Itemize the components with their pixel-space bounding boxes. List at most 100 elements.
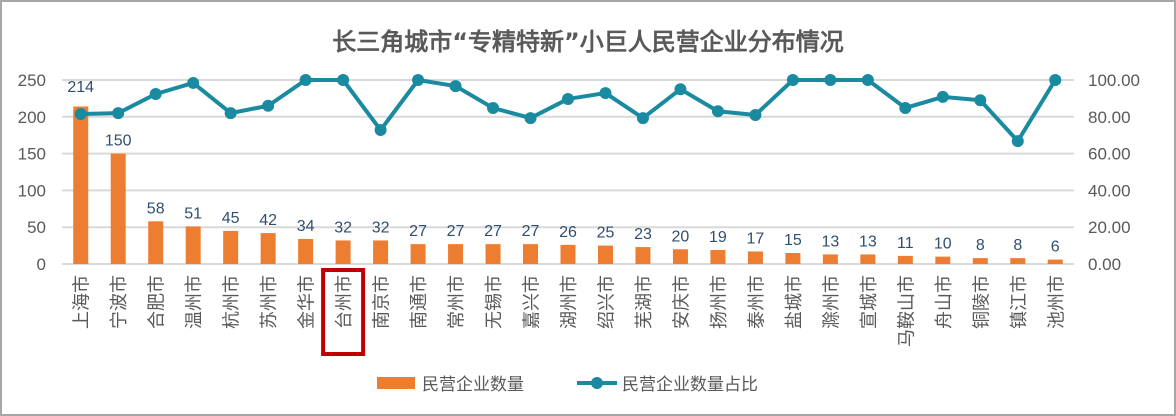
ratio-point [187,76,200,89]
bar [897,255,913,264]
x-tick-label: 宁波市 [109,275,130,329]
x-tick-label: 泰州市 [746,275,767,329]
y-left-tick-label: 150 [18,145,46,164]
x-tick-label: 湖州市 [559,275,580,329]
bar [110,153,126,264]
x-tick-label: 无锡市 [484,275,505,329]
x-tick-label: 嘉兴市 [522,275,543,329]
ratio-point [374,124,387,137]
ratio-point [711,105,724,118]
ratio-point [824,74,837,86]
bar [223,230,239,264]
bar-data-label: 8 [1013,237,1022,254]
bar [148,221,164,264]
y-right-tick-label: 40.00 [1088,181,1131,200]
x-tick-label: 上海市 [72,275,93,329]
bar-data-label: 34 [297,218,315,235]
bar [485,244,501,264]
bar-data-label: 19 [709,229,727,246]
bar [1047,259,1063,264]
bar-data-label: 27 [447,223,465,240]
bar-data-label: 20 [672,228,690,245]
ratio-point [936,90,949,103]
bar-data-label: 51 [184,205,202,222]
ratio-point [599,87,612,100]
y-left-tick-label: 50 [27,218,46,237]
bar [597,245,613,264]
bar-data-label: 11 [897,235,914,252]
ratio-point [524,112,537,125]
x-tick-label: 宣城市 [859,275,880,329]
x-tick-label: 铜陵市 [971,275,992,329]
legend-bar-swatch [377,377,415,389]
ratio-point [487,101,500,114]
legend-bar-label: 民营企业数量 [422,375,524,395]
bar [560,244,576,264]
bar-data-label: 13 [821,233,839,250]
bar [373,240,389,264]
bar-data-label: 32 [372,219,390,236]
ratio-point [1011,135,1024,148]
bar-data-label: 27 [522,223,540,240]
bar-data-label: 6 [1051,239,1060,256]
bar [860,254,876,264]
ratio-point [786,74,799,86]
bar [972,258,988,264]
ratio-point [262,99,275,112]
bar-data-label: 150 [105,133,132,150]
ratio-point [299,74,312,86]
ratio-point [674,83,687,96]
y-left-tick-label: 250 [18,71,46,90]
bar [710,250,726,264]
bar [73,106,89,264]
ratio-point [74,108,87,121]
bar [298,238,314,264]
x-tick-label: 南通市 [409,275,430,329]
bar-data-label: 15 [784,232,802,249]
y-right-tick-label: 0.00 [1088,255,1121,274]
chart-title: 长三角城市“专精特新”小巨人民营企业分布情况 [332,28,844,56]
bar [785,252,801,264]
bar-data-label: 214 [67,79,94,96]
bar-data-label: 26 [559,224,577,241]
bar [185,226,201,264]
bar-data-label: 58 [147,200,165,217]
x-tick-label: 温州市 [184,275,205,329]
x-tick-label: 盐城市 [784,275,805,329]
ratio-point [861,74,874,86]
x-tick-label: 镇江市 [1009,275,1030,329]
bar [672,249,688,264]
y-left-tick-label: 100 [18,181,46,200]
bar-data-label: 13 [859,233,877,250]
x-tick-label: 合肥市 [147,275,168,329]
bar [635,247,651,264]
y-left-tick-label: 200 [18,108,46,127]
ratio-point [1049,74,1062,86]
x-tick-label: 南京市 [372,275,393,329]
legend-line-marker [591,377,603,389]
x-tick-label: 马鞍山市 [896,275,917,347]
ratio-point [899,101,912,114]
x-tick-label: 金华市 [297,275,318,329]
bar-data-label: 32 [334,219,352,236]
ratio-point [562,92,574,105]
x-tick-label: 舟山市 [934,275,955,329]
bar-data-label: 27 [409,223,427,240]
bar [822,254,838,264]
ratio-point [149,87,162,100]
y-right-tick-label: 60.00 [1088,145,1131,164]
legend: 民营企业数量 民营企业数量占比 [377,375,758,395]
ratio-point [224,107,237,120]
bar [448,244,464,264]
ratio-point [749,108,762,121]
x-tick-label: 苏州市 [259,275,280,329]
x-tick-label: 杭州市 [222,275,243,329]
x-tick-label: 芜湖市 [634,275,655,329]
legend-line-label: 民营企业数量占比 [622,375,758,395]
bar [260,233,276,264]
bar-data-label: 27 [484,223,502,240]
ratio-point [636,112,649,125]
ratio-point [412,74,425,86]
